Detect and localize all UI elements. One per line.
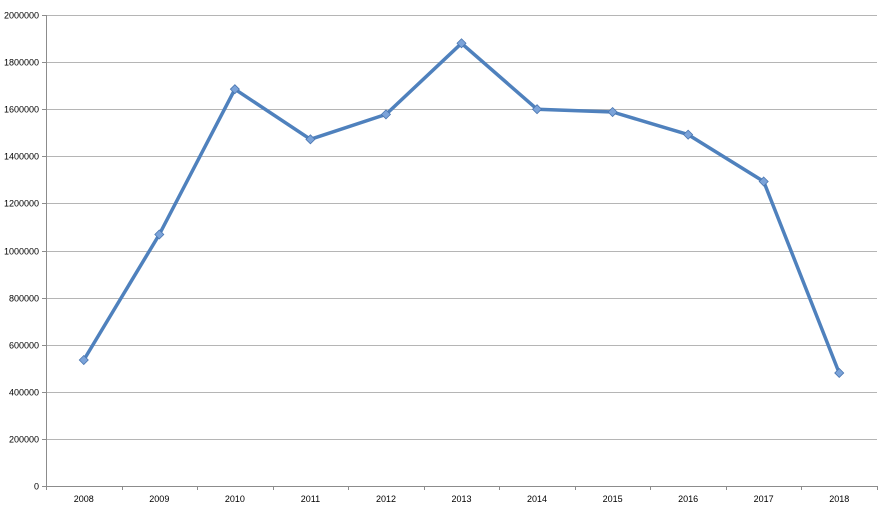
x-tick-label: 2009	[149, 494, 169, 504]
x-tick-label: 2011	[301, 494, 320, 504]
y-tick-label: 200000	[9, 435, 39, 445]
x-tick-label: 2015	[603, 494, 623, 504]
data-point-marker	[683, 129, 694, 140]
x-tick-label: 2012	[376, 494, 396, 504]
y-tick-label: 800000	[9, 294, 39, 304]
y-tick-label: 1400000	[4, 152, 39, 162]
gridlines	[46, 15, 877, 440]
y-tick-label: 1800000	[4, 58, 39, 68]
y-tick-label: 600000	[9, 341, 39, 351]
series-line	[82, 41, 841, 375]
x-tick-label: 2010	[225, 494, 245, 504]
data-point-marker	[758, 176, 769, 187]
x-tick-label: 2008	[74, 494, 94, 504]
data-point-marker	[305, 134, 316, 145]
y-tick-label: 1000000	[4, 247, 39, 257]
x-tick-label: 2018	[829, 494, 849, 504]
y-tick-label: 1600000	[4, 105, 39, 115]
data-point-marker	[834, 367, 845, 379]
data-point-marker	[607, 106, 618, 118]
y-axis-ticks: 0 200000 400000 600000 800000 1000000 1200000 1…	[4, 11, 46, 492]
data-point-marker	[154, 229, 165, 240]
x-tick-label: 2016	[678, 494, 698, 504]
y-tick-label: 0	[34, 482, 39, 492]
x-tick-label: 2017	[754, 494, 774, 504]
y-tick-label: 400000	[9, 388, 39, 398]
data-point-marker	[380, 109, 392, 120]
y-tick-label: 2000000	[4, 11, 39, 21]
data-point-marker	[229, 84, 240, 95]
data-point-marker	[78, 354, 89, 366]
data-point-marker	[531, 104, 543, 115]
data-point-marker	[456, 38, 467, 49]
x-axis-ticks: 2008 2009 2010 2011 2012 2013 2014 2015 2016 2017…	[46, 486, 878, 504]
y-tick-label: 1200000	[4, 199, 39, 209]
x-tick-label: 2014	[527, 494, 547, 504]
x-tick-label: 2013	[451, 494, 471, 504]
series-group	[78, 38, 845, 379]
